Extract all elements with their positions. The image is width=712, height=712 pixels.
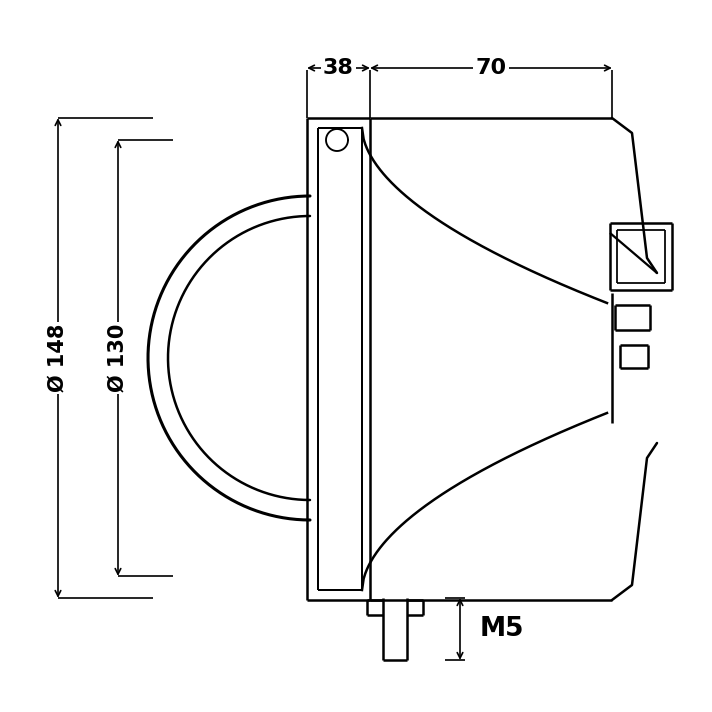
Text: 38: 38 [323,58,354,78]
Text: 70: 70 [476,58,506,78]
Text: Ø 130: Ø 130 [108,324,128,392]
Text: M5: M5 [480,616,525,642]
Text: Ø 148: Ø 148 [48,324,68,392]
